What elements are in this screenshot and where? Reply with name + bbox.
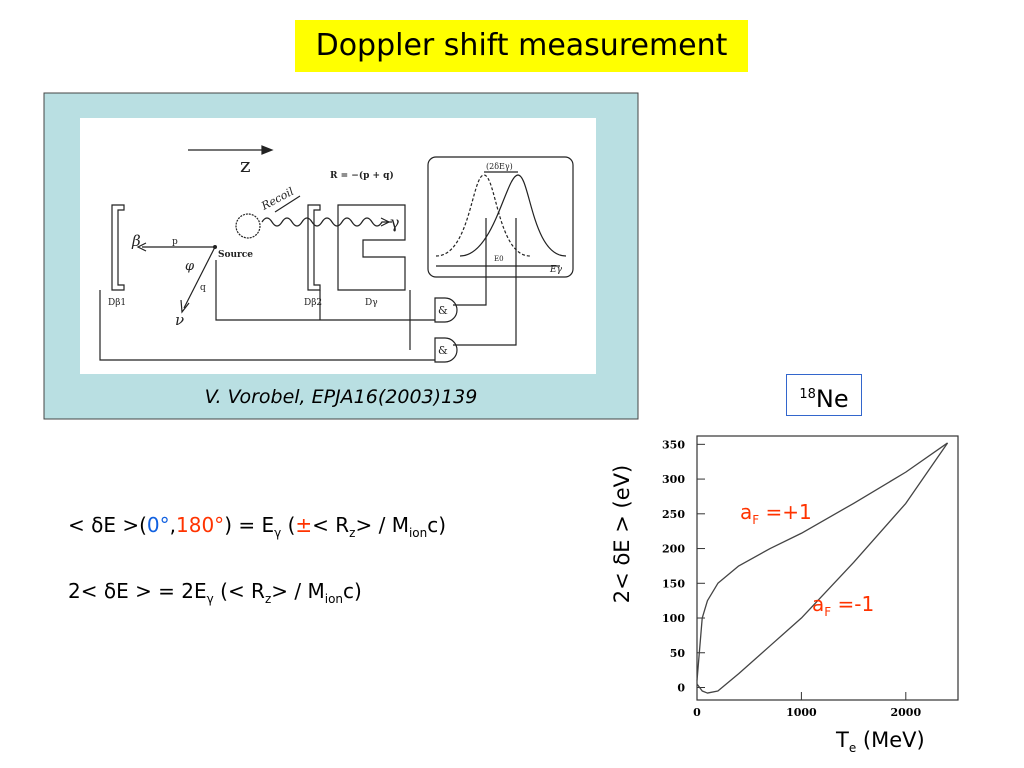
diagram-path [274, 195, 301, 213]
eq-part: γ [206, 592, 214, 606]
diagram-path [136, 242, 147, 252]
label: Source [218, 250, 253, 260]
annotation: aF =-1 [812, 592, 874, 619]
label: Dβ2 [304, 298, 322, 308]
label: γ [390, 213, 400, 232]
label: Eγ [549, 265, 563, 275]
label: ν [175, 311, 184, 329]
diagram-path [99, 290, 435, 361]
x-tick-label: 1000 [786, 706, 817, 719]
eq-part: z [349, 526, 356, 540]
diagram-path [453, 265, 487, 306]
eq-part: < R [312, 513, 350, 537]
label: Dβ1 [108, 298, 126, 308]
eq-part: ± [295, 513, 313, 537]
label: φ [185, 259, 195, 274]
y-tick-label: 300 [662, 473, 685, 486]
label: Dγ [365, 298, 378, 308]
diagram-path [453, 265, 517, 346]
figure: z Recoil R = −(p + q) γ β p Source φ q ν… [43, 92, 639, 420]
diagram-circle [235, 213, 261, 239]
eq-part: γ [274, 526, 282, 540]
label: p [172, 237, 178, 247]
equation: 2< δE > = 2Eγ (< Rz> / Mionc) [68, 579, 362, 606]
ann-part: a [812, 592, 825, 616]
ann-part: =+1 [759, 500, 812, 524]
label: β [131, 232, 141, 250]
plot-frame [696, 435, 959, 701]
eq-part: , [169, 513, 176, 537]
eq-part: 180° [176, 513, 225, 537]
eq-part: > / M [271, 579, 325, 603]
diagram-path [215, 260, 435, 321]
eq-part: > / M [355, 513, 409, 537]
x-tick-label: 2000 [890, 706, 921, 719]
eq-part: c) [427, 513, 447, 537]
y-tick-label: 350 [662, 438, 685, 451]
eq-part: (< R [213, 579, 265, 603]
x-axis-label: Te (MeV) [836, 728, 925, 755]
diagram-g [99, 145, 574, 363]
mass-number: 18 [799, 387, 816, 402]
y-tick-label: 0 [677, 681, 685, 694]
diagram-path [380, 217, 391, 227]
diagram-path [261, 145, 274, 155]
y-tick-label: 250 [662, 508, 685, 521]
ann-part: a [740, 500, 753, 524]
ann-part: =-1 [831, 592, 875, 616]
diagram-path [180, 299, 190, 314]
diagram-path [434, 337, 458, 363]
slide-title: Doppler shift measurement [295, 20, 748, 72]
eq-part: c) [343, 579, 362, 603]
diagram-path [307, 204, 321, 291]
diagram-rect [427, 156, 574, 278]
eq-part: ( [281, 513, 296, 537]
y-tick-label: 50 [670, 647, 686, 660]
x-label-part: (MeV) [856, 728, 925, 752]
label: E0 [494, 255, 504, 263]
curve [696, 442, 949, 694]
diagram-circle [213, 245, 217, 249]
eq-part: < δE >( [68, 513, 147, 537]
eq-part: 0° [146, 513, 170, 537]
label: & [438, 304, 448, 317]
eq-part: ) = E [224, 513, 275, 537]
eq-part: ion [408, 526, 428, 540]
eq-part: ion [324, 592, 344, 606]
diagram-path [337, 204, 406, 291]
nucleus: 18Ne [786, 374, 862, 416]
label: z [240, 153, 251, 177]
caption: V. Vorobel, EPJA16(2003)139 [204, 386, 478, 408]
diagram-path [434, 297, 458, 323]
label: q [200, 283, 206, 293]
curve [696, 442, 948, 681]
x-tick-label: 0 [693, 706, 701, 719]
eq-part: z [264, 592, 272, 606]
diagram-path [261, 217, 392, 227]
x-label-part: e [848, 741, 857, 755]
label: R = −(p + q) [330, 170, 394, 181]
y-tick-label: 100 [662, 612, 685, 625]
equation: < δE >(0°,180°) = Eγ (±< Rz> / Mionc) [68, 513, 446, 540]
ann-part: F [824, 605, 832, 619]
y-tick-label: 200 [662, 543, 685, 556]
y-tick-label: 150 [662, 577, 685, 590]
label: (2δEγ) [486, 162, 513, 171]
annotation: aF =+1 [740, 500, 812, 527]
diagram-path [435, 174, 531, 257]
y-axis-label: 2< δE > (eV) [610, 464, 634, 604]
symbol: Ne [815, 385, 849, 413]
label: & [438, 344, 448, 357]
eq-part: 2< δE > = 2E [68, 579, 207, 603]
x-label-part: T [836, 728, 849, 752]
ann-part: F [752, 513, 760, 527]
diagram-path [111, 204, 125, 291]
plot: 0 50 100 150 200 250 300 350 0 1000 2000 [662, 435, 959, 719]
diagram-line [183, 246, 216, 309]
